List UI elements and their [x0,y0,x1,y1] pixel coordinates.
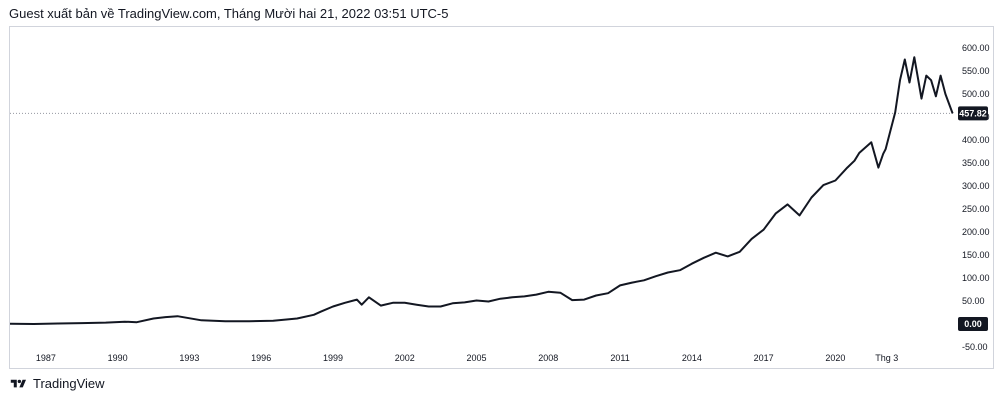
chart-frame [9,26,994,369]
last-price-badge-bg [958,106,988,121]
footer: TradingView [9,376,105,391]
y-axis: 600.00550.00500.00450.00400.00350.00300.… [962,43,990,352]
price-badges: 457.82 0.00 [958,106,988,331]
x-tick-label: 2002 [395,353,415,363]
series-line[interactable] [9,56,954,325]
y-tick-label: 100.00 [962,273,990,283]
x-tick-label: Thg 3 [875,353,898,363]
zero-badge-bg [958,317,988,331]
last-price-badge: 457.82 [958,106,988,121]
y-tick-label: 400.00 [962,135,990,145]
y-tick-label: 500.00 [962,89,990,99]
y-tick-label: 150.00 [962,250,990,260]
x-tick-label: 2017 [754,353,774,363]
y-tick-label: 250.00 [962,204,990,214]
tradingview-brand-label[interactable]: TradingView [33,376,105,391]
x-tick-label: 2014 [682,353,702,363]
y-tick-label: 350.00 [962,158,990,168]
x-tick-label: 1993 [179,353,199,363]
last-price-badge-text: 457.82 [959,108,987,118]
x-tick-label: 1999 [323,353,343,363]
publish-info: Guest xuất bản về TradingView.com, Tháng… [9,6,449,21]
y-tick-label: 200.00 [962,227,990,237]
price-chart[interactable]: 600.00550.00500.00450.00400.00350.00300.… [0,0,1004,370]
x-tick-label: 1987 [36,353,56,363]
x-tick-label: 2011 [610,353,629,363]
x-axis: 1987 1990 1993 1996 1999 2002 2005 2008 2011 2014… [36,353,898,363]
y-tick-label: 550.00 [962,66,990,76]
zero-badge: 0.00 [958,317,988,331]
x-tick-label: 1996 [251,353,271,363]
y-tick-label: 600.00 [962,43,990,53]
zero-badge-text: 0.00 [964,319,982,329]
x-tick-label: 2020 [825,353,845,363]
tradingview-logo-icon[interactable] [9,378,28,390]
x-tick-label: 2005 [467,353,487,363]
y-tick-label: -50.00 [962,342,988,352]
x-tick-label: 1990 [108,353,128,363]
x-tick-label: 2008 [538,353,558,363]
y-tick-label: 50.00 [962,296,985,306]
y-tick-label: 300.00 [962,181,990,191]
